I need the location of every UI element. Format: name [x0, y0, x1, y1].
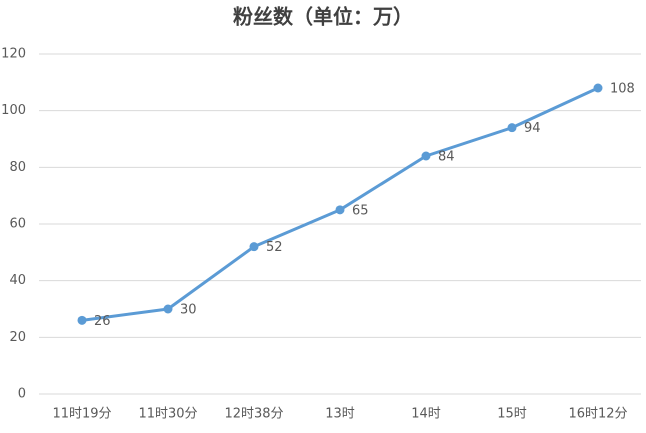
x-tick-label: 11时30分 — [138, 407, 197, 422]
x-tick-label: 15时 — [497, 407, 527, 422]
point — [77, 315, 87, 325]
point — [507, 123, 517, 133]
x-tick-label: 16时12分 — [568, 407, 627, 422]
y-tick-label: 60 — [9, 217, 26, 232]
data-label: 65 — [352, 203, 369, 218]
x-tick-label: 12时38分 — [224, 407, 283, 422]
point — [593, 83, 603, 93]
y-tick-label: 40 — [9, 273, 26, 288]
y-tick-label: 80 — [9, 160, 26, 175]
data-label: 52 — [266, 240, 283, 255]
y-tick-label: 20 — [9, 330, 26, 345]
data-label: 94 — [524, 121, 541, 136]
x-tick-label: 11时19分 — [52, 407, 111, 422]
data-label: 26 — [94, 314, 111, 329]
line — [81, 86, 599, 322]
x-tick-label: 13时 — [325, 407, 355, 422]
data-label: 84 — [438, 150, 455, 165]
y-tick-label: 120 — [1, 47, 26, 62]
y-tick-label: 100 — [1, 103, 26, 118]
data-label: 108 — [610, 82, 635, 97]
data-label: 30 — [180, 303, 197, 318]
y-tick-label: 0 — [18, 387, 26, 402]
point — [249, 242, 259, 252]
point — [335, 205, 345, 215]
point — [163, 304, 173, 314]
x-tick-label: 14时 — [411, 407, 441, 422]
point — [421, 151, 431, 161]
chart-title: 粉丝数（单位：万） — [233, 5, 413, 29]
